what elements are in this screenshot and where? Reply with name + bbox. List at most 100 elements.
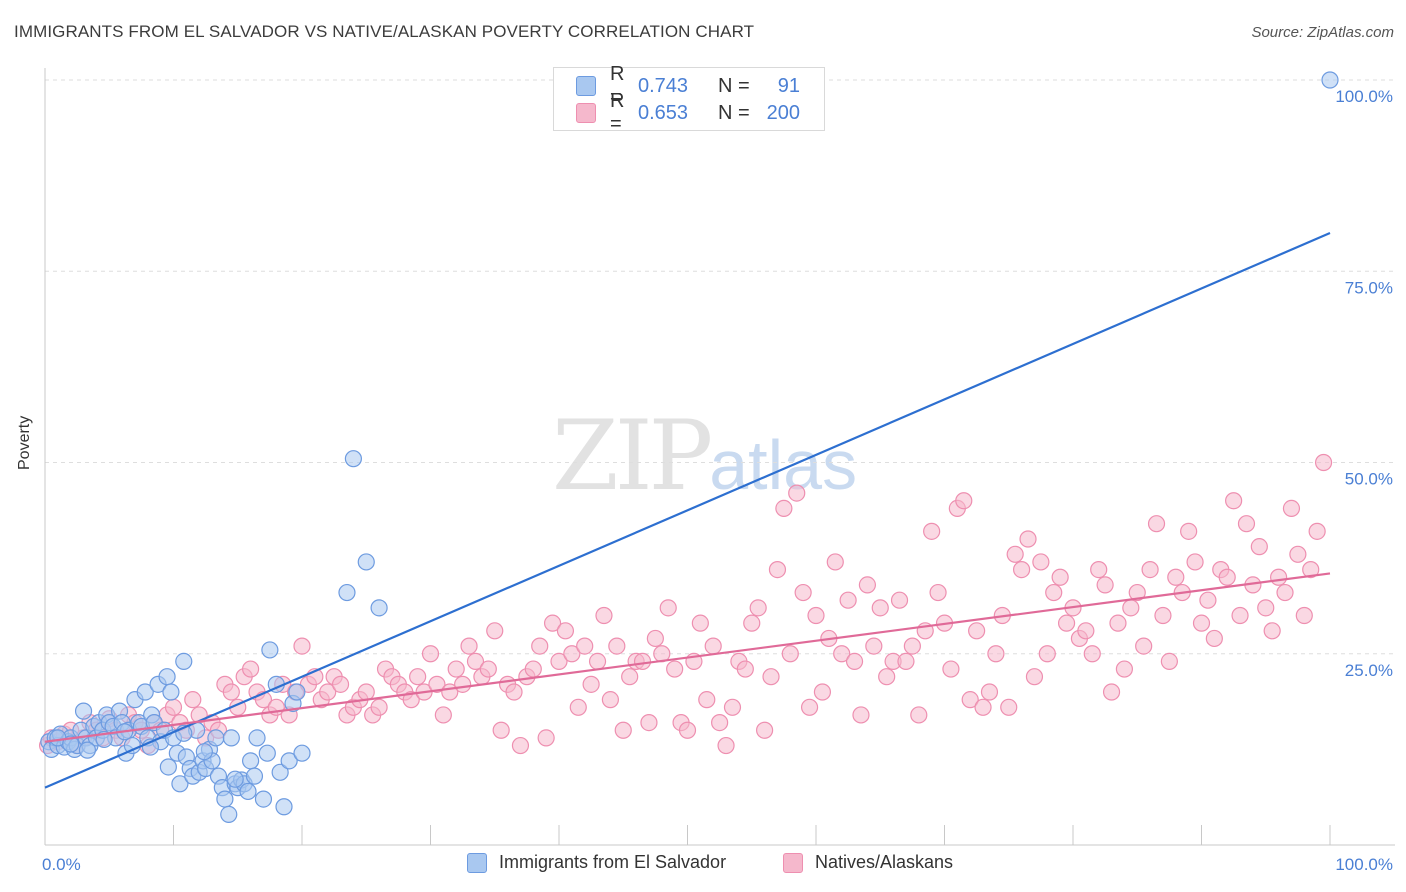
blue-point bbox=[78, 741, 97, 759]
x-tick-label: 100.0% bbox=[1335, 855, 1393, 874]
watermark: ZIPatlas bbox=[552, 400, 857, 512]
pink-point bbox=[929, 583, 947, 602]
pink-point bbox=[691, 614, 709, 632]
pink-point bbox=[537, 729, 555, 747]
pink-point bbox=[1045, 583, 1063, 602]
pink-point bbox=[1115, 660, 1134, 678]
pink-point bbox=[357, 683, 375, 701]
bottom-legend-label-blue: Immigrants from El Salvador bbox=[499, 852, 727, 872]
pink-point bbox=[608, 637, 626, 655]
pink-point bbox=[1225, 492, 1243, 510]
pink-point bbox=[184, 691, 202, 709]
blue-point bbox=[220, 805, 238, 824]
watermark-zip: ZIP bbox=[552, 400, 713, 512]
correlation-legend: R = 0.743 N = 91 R = 0.653 N = 200 bbox=[553, 63, 825, 135]
pink-point bbox=[511, 736, 530, 755]
y-tick-label: 50.0% bbox=[1345, 470, 1393, 489]
y-tick-label: 75.0% bbox=[1345, 278, 1393, 297]
pink-point bbox=[743, 614, 761, 632]
pink-point bbox=[659, 599, 677, 617]
pink-point bbox=[1109, 614, 1127, 632]
y-tick-label: 100.0% bbox=[1335, 87, 1393, 106]
bottom-legend-pink: Natives/Alaskans bbox=[783, 852, 953, 873]
pink-point bbox=[923, 522, 941, 540]
pink-point bbox=[614, 721, 632, 739]
pink-point bbox=[1218, 568, 1236, 586]
blue-point bbox=[258, 744, 276, 762]
pink-point bbox=[543, 614, 562, 632]
pink-point bbox=[1000, 698, 1018, 716]
blue-point bbox=[171, 775, 189, 793]
pink-point bbox=[1051, 568, 1069, 586]
pink-point bbox=[1128, 583, 1146, 602]
legend-n-value-pink: 200 bbox=[766, 101, 800, 124]
pink-point bbox=[1032, 553, 1050, 571]
pink-point bbox=[736, 660, 754, 678]
pink-point bbox=[409, 668, 427, 686]
pink-point bbox=[466, 652, 485, 671]
pink-point bbox=[563, 645, 581, 663]
pink-point bbox=[826, 553, 844, 571]
legend-row-pink: R = 0.653 N = 200 bbox=[576, 90, 800, 135]
pink-point bbox=[492, 721, 510, 739]
pink-point bbox=[678, 721, 697, 739]
pink-point bbox=[447, 660, 465, 678]
pink-point bbox=[402, 691, 420, 709]
blue-point bbox=[271, 763, 289, 781]
pink-point bbox=[1077, 622, 1095, 640]
bottom-legend-blue: Immigrants from El Salvador bbox=[467, 852, 726, 873]
pink-point bbox=[1302, 560, 1320, 579]
legend-n-label: N = bbox=[718, 74, 750, 97]
legend-n-label: N = bbox=[718, 101, 750, 124]
pink-point bbox=[646, 629, 664, 648]
pink-point bbox=[897, 652, 915, 671]
pink-point bbox=[370, 698, 388, 716]
pink-point bbox=[955, 492, 973, 510]
pink-point bbox=[1090, 560, 1108, 579]
blue-point bbox=[242, 752, 260, 770]
pink-point bbox=[569, 698, 587, 716]
blue-point bbox=[293, 744, 311, 762]
pink-point bbox=[1282, 499, 1301, 517]
pink-point bbox=[1199, 591, 1217, 609]
legend-r-value-blue: 0.743 bbox=[638, 74, 689, 97]
blue-point bbox=[254, 790, 273, 808]
pink-point bbox=[1276, 583, 1294, 602]
pink-point bbox=[781, 645, 799, 663]
pink-point bbox=[833, 645, 851, 663]
pink-point bbox=[556, 622, 575, 640]
pink-point bbox=[1192, 614, 1211, 632]
pink-point bbox=[531, 637, 549, 655]
pink-point bbox=[768, 560, 787, 579]
pink-point bbox=[794, 583, 812, 602]
pink-point bbox=[1180, 522, 1198, 540]
pink-point bbox=[1186, 553, 1204, 571]
pink-point bbox=[1250, 538, 1268, 556]
legend-r-value-pink: 0.653 bbox=[638, 101, 689, 124]
pink-point bbox=[421, 645, 440, 663]
legend-n-value-blue: 91 bbox=[777, 74, 800, 97]
pink-point bbox=[987, 645, 1005, 663]
blue-point bbox=[275, 798, 293, 816]
pink-point bbox=[775, 499, 793, 517]
pink-point bbox=[698, 691, 716, 709]
blue-point bbox=[159, 758, 177, 776]
pink-point bbox=[858, 576, 877, 594]
pink-point bbox=[1141, 560, 1159, 579]
pink-point bbox=[1019, 530, 1037, 548]
pink-point bbox=[974, 698, 992, 716]
blue-point bbox=[158, 668, 176, 686]
pink-point bbox=[910, 706, 928, 724]
pink-point bbox=[595, 606, 613, 625]
pink-point bbox=[331, 675, 350, 693]
pink-point bbox=[755, 721, 774, 739]
blue-point bbox=[136, 683, 154, 701]
pink-point bbox=[1025, 668, 1044, 686]
blue-point bbox=[248, 729, 266, 747]
pink-point bbox=[434, 706, 452, 724]
pink-point bbox=[428, 675, 446, 693]
pink-point bbox=[1231, 606, 1249, 625]
pink-point bbox=[800, 698, 819, 716]
blue-point bbox=[74, 702, 93, 720]
pink-point bbox=[621, 668, 639, 686]
